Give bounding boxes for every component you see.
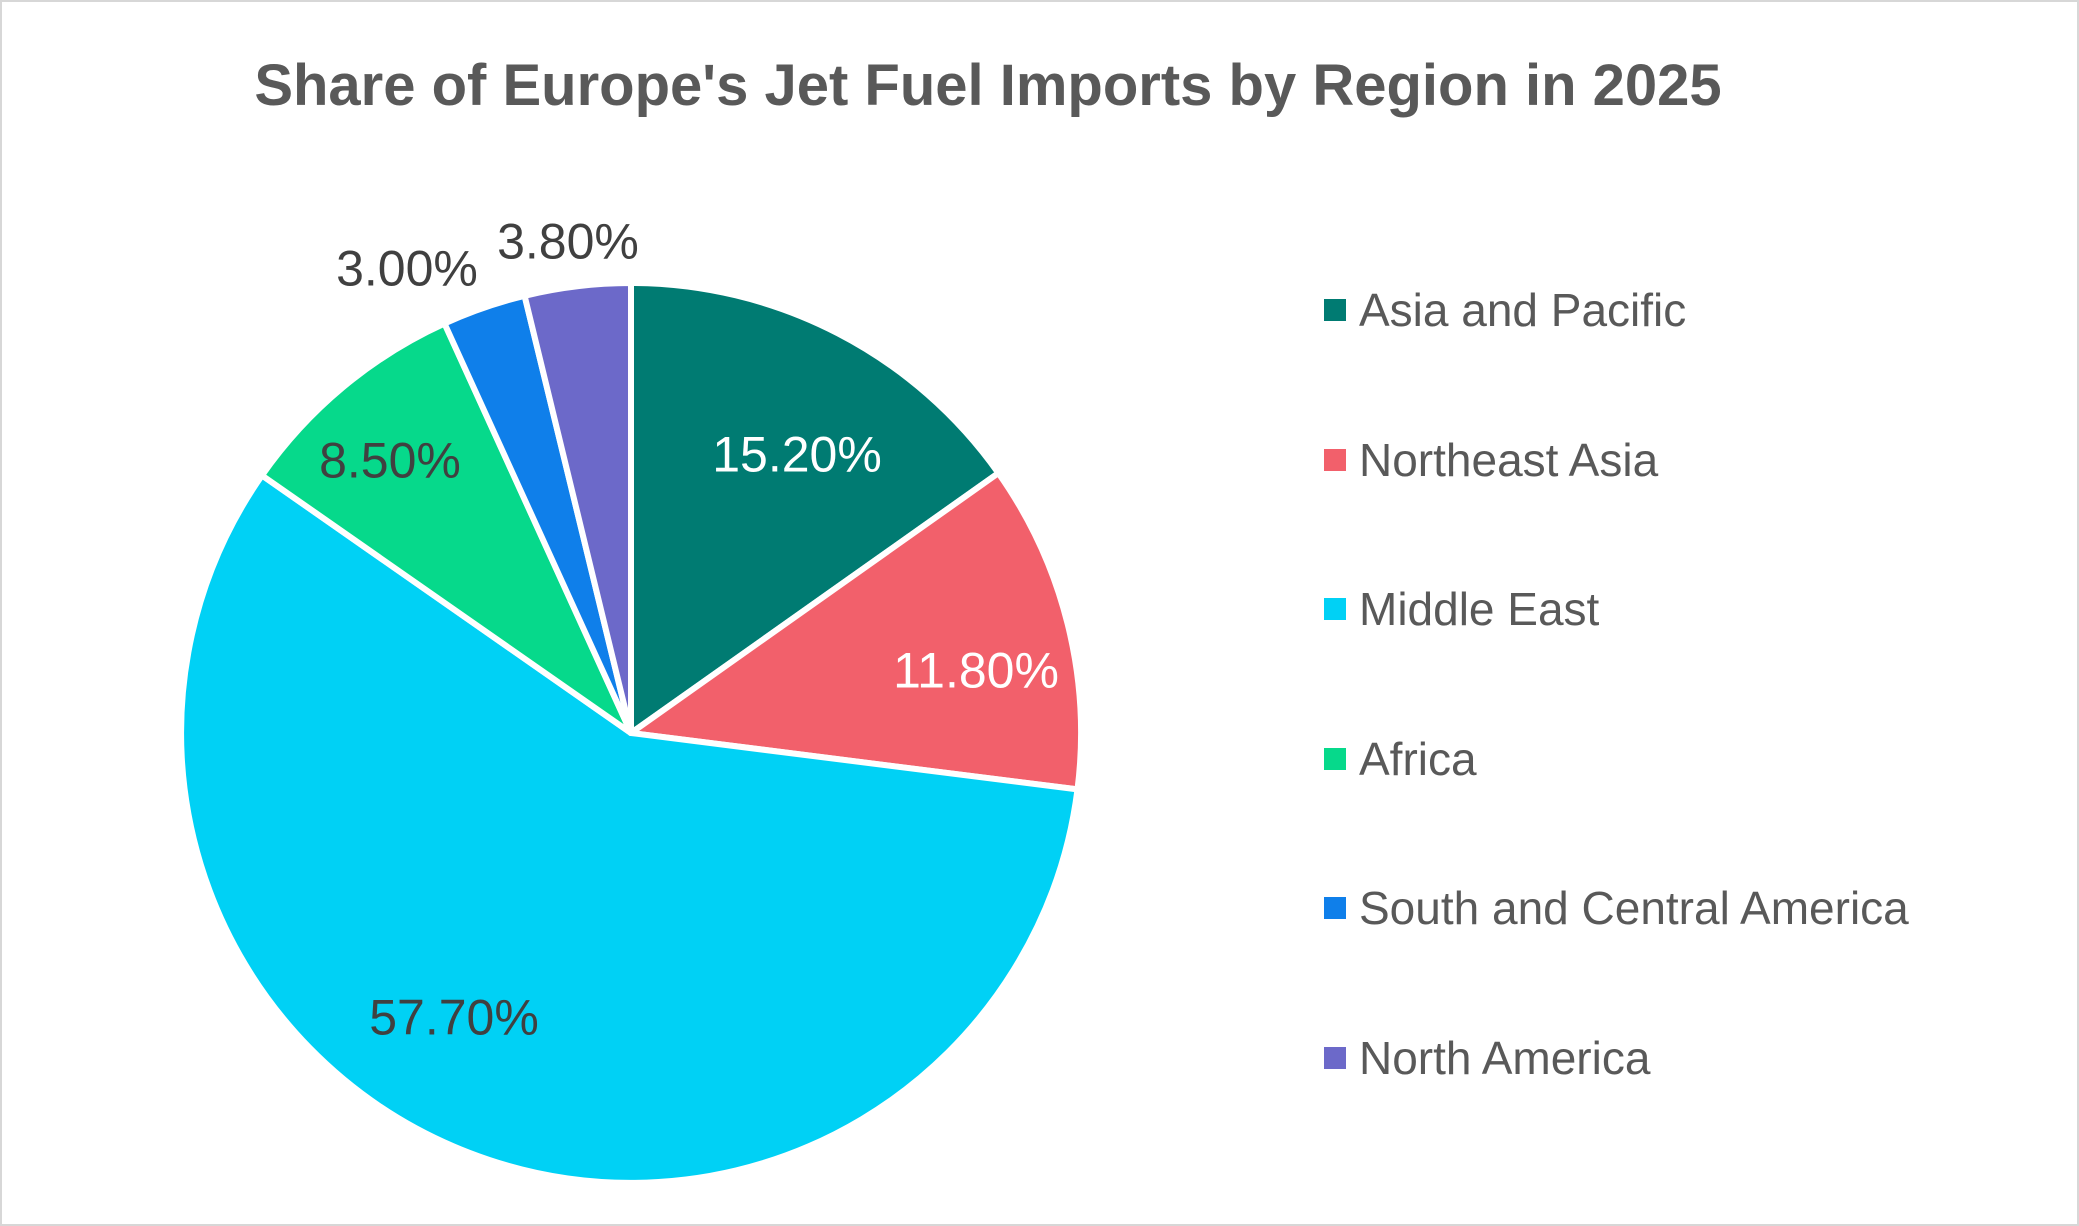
legend-swatch: [1324, 1046, 1346, 1069]
pie-slice-north-america: [521, 280, 634, 736]
legend-swatch: [1324, 598, 1346, 620]
legend-item-northeast-asia: Northeast Asia: [1324, 433, 1659, 486]
pie-slice-africa: [259, 320, 634, 736]
legend-item-asia-and-pacific: Asia and Pacific: [1324, 284, 1687, 336]
slice-value-label: 11.80%: [893, 643, 1059, 699]
chart-title: Share of Europe's Jet Fuel Imports by Re…: [254, 53, 1722, 118]
legend-item-middle-east: Middle East: [1324, 583, 1600, 635]
slice-value-label: 8.50%: [319, 433, 461, 489]
slice-value-label: 3.00%: [336, 241, 478, 297]
legend-label: Northeast Asia: [1359, 433, 1659, 486]
legend-swatch: [1324, 299, 1346, 321]
legend-swatch: [1324, 747, 1346, 770]
slice-value-label: 57.70%: [369, 990, 539, 1046]
slice-value-label: 15.20%: [712, 427, 882, 483]
legend-item-africa: Africa: [1324, 732, 1477, 785]
pie-slice-middle-east: [178, 472, 1081, 1186]
legend-label: Middle East: [1359, 583, 1600, 635]
pie-slice-northeast-asia: [628, 470, 1085, 793]
legend-swatch: [1324, 897, 1346, 919]
slice-value-label: 3.80%: [497, 214, 639, 270]
legend-item-north-america: North America: [1324, 1031, 1651, 1084]
legend-item-south-and-central-america: South and Central America: [1324, 882, 1909, 934]
pie-slice-asia-and-pacific: [628, 280, 1002, 736]
legend-label: North America: [1359, 1031, 1651, 1084]
legend-label: South and Central America: [1359, 882, 1909, 934]
legend-label: Africa: [1359, 732, 1477, 785]
legend: Asia and Pacific Northeast Asia Middle Eas…: [1324, 2, 2044, 1224]
legend-label: Asia and Pacific: [1359, 284, 1687, 336]
legend-swatch: [1324, 448, 1346, 471]
